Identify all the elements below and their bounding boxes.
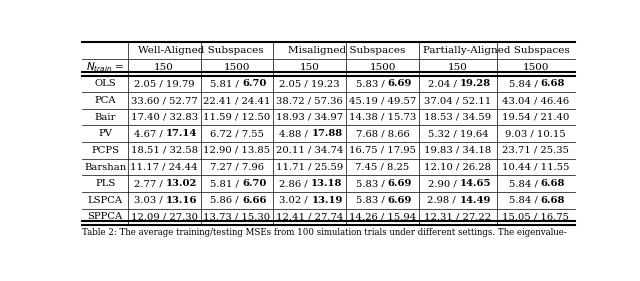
Text: 6.66: 6.66	[242, 196, 266, 205]
Text: 11.71 / 25.59: 11.71 / 25.59	[276, 162, 344, 171]
Text: 11.17 / 24.44: 11.17 / 24.44	[131, 162, 198, 171]
Text: 150: 150	[154, 63, 174, 72]
Text: 3.03 /: 3.03 /	[134, 196, 166, 205]
Text: 6.69: 6.69	[388, 179, 412, 188]
Text: 23.71 / 25.35: 23.71 / 25.35	[502, 146, 569, 155]
Text: 18.51 / 32.58: 18.51 / 32.58	[131, 146, 198, 155]
Text: 19.28: 19.28	[460, 80, 491, 89]
Text: 12.09 / 27.30: 12.09 / 27.30	[131, 212, 198, 221]
Text: 33.60 / 52.77: 33.60 / 52.77	[131, 96, 198, 105]
Text: 6.68: 6.68	[541, 80, 565, 89]
Text: 45.19 / 49.57: 45.19 / 49.57	[349, 96, 416, 105]
Text: Partially-Aligned Subspaces: Partially-Aligned Subspaces	[424, 46, 570, 55]
Text: 12.90 / 13.85: 12.90 / 13.85	[204, 146, 271, 155]
Text: 17.88: 17.88	[312, 129, 342, 138]
Text: 15.05 / 16.75: 15.05 / 16.75	[502, 212, 569, 221]
Text: 19.83 / 34.18: 19.83 / 34.18	[424, 146, 492, 155]
Text: 5.84 /: 5.84 /	[509, 80, 541, 89]
Text: $N_{train}$ =: $N_{train}$ =	[86, 60, 124, 74]
Text: 2.05 / 19.79: 2.05 / 19.79	[134, 80, 195, 89]
Text: 43.04 / 46.46: 43.04 / 46.46	[502, 96, 569, 105]
Text: 1500: 1500	[369, 63, 396, 72]
Text: 14.26 / 15.94: 14.26 / 15.94	[349, 212, 416, 221]
Text: PCPS: PCPS	[91, 146, 119, 155]
Text: 7.45 / 8.25: 7.45 / 8.25	[355, 162, 410, 171]
Text: 5.86 /: 5.86 /	[210, 196, 242, 205]
Text: SPPCA: SPPCA	[88, 212, 123, 221]
Text: 5.84 /: 5.84 /	[509, 179, 541, 188]
Text: 18.53 / 34.59: 18.53 / 34.59	[424, 113, 492, 122]
Text: 1500: 1500	[224, 63, 250, 72]
Text: 12.31 / 27.22: 12.31 / 27.22	[424, 212, 492, 221]
Text: 20.11 / 34.74: 20.11 / 34.74	[276, 146, 344, 155]
Text: 13.02: 13.02	[166, 179, 197, 188]
Text: 22.41 / 24.41: 22.41 / 24.41	[204, 96, 271, 105]
Text: 38.72 / 57.36: 38.72 / 57.36	[276, 96, 343, 105]
Text: 2.05 / 19.23: 2.05 / 19.23	[280, 80, 340, 89]
Text: Barshan: Barshan	[84, 162, 126, 171]
Text: 13.19: 13.19	[311, 196, 342, 205]
Text: 14.38 / 15.73: 14.38 / 15.73	[349, 113, 416, 122]
Text: 1500: 1500	[522, 63, 549, 72]
Text: 14.49: 14.49	[460, 196, 491, 205]
Text: 7.27 / 7.96: 7.27 / 7.96	[210, 162, 264, 171]
Text: 10.44 / 11.55: 10.44 / 11.55	[502, 162, 570, 171]
Text: 2.77 /: 2.77 /	[134, 179, 166, 188]
Text: 3.02 /: 3.02 /	[280, 196, 311, 205]
Text: 6.68: 6.68	[541, 179, 565, 188]
Text: 6.70: 6.70	[242, 179, 266, 188]
Text: 5.81 /: 5.81 /	[210, 80, 242, 89]
Text: 7.68 / 8.66: 7.68 / 8.66	[356, 129, 410, 138]
Text: 2.98 /: 2.98 /	[428, 196, 460, 205]
Text: 37.04 / 52.11: 37.04 / 52.11	[424, 96, 492, 105]
Text: 5.32 / 19.64: 5.32 / 19.64	[428, 129, 488, 138]
Text: 19.54 / 21.40: 19.54 / 21.40	[502, 113, 570, 122]
Text: 6.70: 6.70	[242, 80, 266, 89]
Text: OLS: OLS	[94, 80, 116, 89]
Text: 6.68: 6.68	[541, 196, 565, 205]
Text: 6.69: 6.69	[388, 80, 412, 89]
Text: 5.83 /: 5.83 /	[356, 80, 388, 89]
Text: Misaligned Subspaces: Misaligned Subspaces	[287, 46, 405, 55]
Text: 5.81 /: 5.81 /	[210, 179, 242, 188]
Text: 6.72 / 7.55: 6.72 / 7.55	[210, 129, 264, 138]
Text: 12.41 / 27.74: 12.41 / 27.74	[276, 212, 344, 221]
Text: 17.40 / 32.83: 17.40 / 32.83	[131, 113, 198, 122]
Text: 150: 150	[448, 63, 468, 72]
Text: 18.93 / 34.97: 18.93 / 34.97	[276, 113, 344, 122]
Text: 5.83 /: 5.83 /	[356, 179, 388, 188]
Text: 12.10 / 26.28: 12.10 / 26.28	[424, 162, 492, 171]
Text: 2.04 /: 2.04 /	[428, 80, 460, 89]
Text: PV: PV	[98, 129, 112, 138]
Text: 2.86 /: 2.86 /	[280, 179, 311, 188]
Text: 6.69: 6.69	[388, 196, 412, 205]
Text: 11.59 / 12.50: 11.59 / 12.50	[204, 113, 271, 122]
Text: 13.73 / 15.30: 13.73 / 15.30	[204, 212, 271, 221]
Text: LSPCA: LSPCA	[88, 196, 123, 205]
Text: 17.14: 17.14	[166, 129, 197, 138]
Text: 4.88 /: 4.88 /	[280, 129, 312, 138]
Text: 13.18: 13.18	[311, 179, 342, 188]
Text: PLS: PLS	[95, 179, 115, 188]
Text: 16.75 / 17.95: 16.75 / 17.95	[349, 146, 416, 155]
Text: 14.65: 14.65	[460, 179, 491, 188]
Text: 9.03 / 10.15: 9.03 / 10.15	[505, 129, 566, 138]
Text: Well-Aligned Subspaces: Well-Aligned Subspaces	[138, 46, 264, 55]
Text: 5.83 /: 5.83 /	[356, 196, 388, 205]
Text: 5.84 /: 5.84 /	[509, 196, 541, 205]
Text: 2.90 /: 2.90 /	[428, 179, 460, 188]
Text: 150: 150	[300, 63, 320, 72]
Text: 4.67 /: 4.67 /	[134, 129, 166, 138]
Text: PCA: PCA	[94, 96, 116, 105]
Text: Bair: Bair	[94, 113, 116, 122]
Text: 13.16: 13.16	[166, 196, 197, 205]
Text: Table 2: The average training/testing MSEs from 100 simulation trials under diff: Table 2: The average training/testing MS…	[83, 228, 567, 237]
